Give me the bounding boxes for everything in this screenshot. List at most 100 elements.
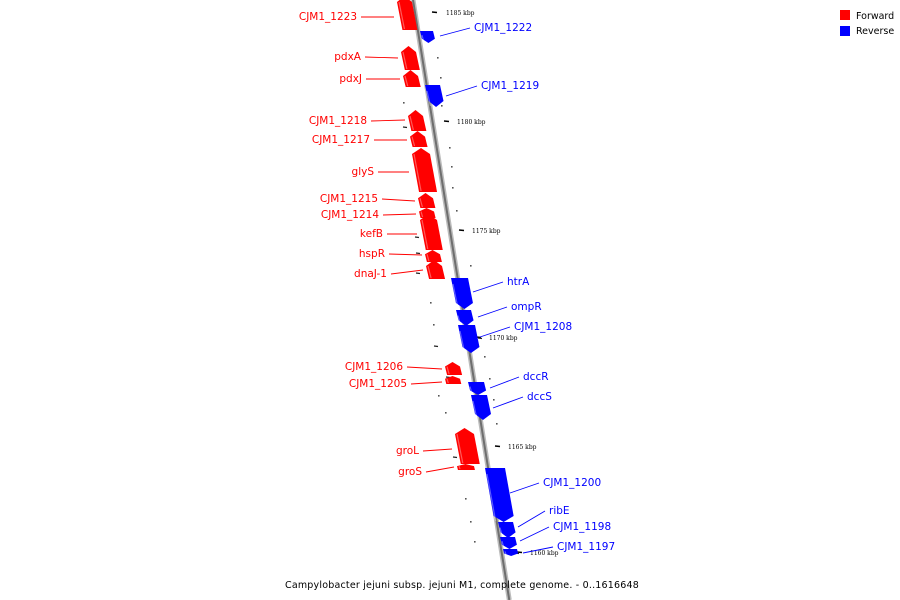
gene-box-dnaJ-1[interactable]: [426, 260, 446, 279]
gene-label-CJM1_1223[interactable]: CJM1_1223: [299, 11, 357, 23]
gene-box-shade: [411, 136, 416, 147]
gene-label-CJM1_1222[interactable]: CJM1_1222: [474, 22, 532, 34]
gene-label-dccS[interactable]: dccS: [527, 391, 552, 403]
gene-box-CJM1_1222[interactable]: [420, 31, 435, 43]
leader-line-CJM1_1219: [445, 85, 478, 97]
gene-box-pdxA[interactable]: [401, 46, 420, 70]
gene-box-CJM1_1197[interactable]: [503, 549, 519, 556]
gene-box-CJM1_1215[interactable]: [418, 193, 436, 208]
leader-line-htrA: [472, 281, 504, 293]
gene-label-CJM1_1197[interactable]: CJM1_1197: [557, 541, 615, 553]
scale-dot: [452, 187, 454, 189]
legend-label-forward: Forward: [856, 11, 894, 22]
gene-label-hspR[interactable]: hspR: [359, 248, 385, 260]
scale-dot: [403, 102, 405, 104]
legend-swatch-forward: [840, 10, 850, 20]
scale-tick-mark: [516, 551, 523, 554]
gene-box-CJM1_1219[interactable]: [425, 85, 444, 107]
scale-tick-label: 1165 kbp: [508, 444, 537, 451]
gene-label-pdxJ[interactable]: pdxJ: [339, 73, 362, 85]
gene-box-ompR[interactable]: [456, 310, 474, 326]
gene-label-CJM1_1198[interactable]: CJM1_1198: [553, 521, 611, 533]
gene-box-shade: [472, 400, 478, 420]
scale-dot: [445, 412, 447, 414]
gene-box-shade: [446, 366, 450, 375]
legend: Forward Reverse: [840, 10, 894, 37]
gene-label-kefB[interactable]: kefB: [360, 228, 383, 240]
gene-box-shade: [501, 541, 505, 549]
leader-line-dnaJ-1: [390, 269, 424, 275]
gene-label-CJM1_1217[interactable]: CJM1_1217: [312, 134, 370, 146]
gene-box-CJM1_1223[interactable]: [397, 0, 418, 30]
leader-line-dccS: [492, 396, 524, 409]
scale-tick-label: 1160 kbp: [530, 550, 559, 557]
gene-label-dccR[interactable]: dccR: [523, 371, 549, 383]
gene-box-dccR[interactable]: [468, 382, 487, 395]
gene-box-CJM1_1214[interactable]: [419, 208, 436, 218]
gene-label-CJM1_1205[interactable]: CJM1_1205: [349, 378, 407, 390]
leader-line-groS: [425, 466, 455, 473]
leader-line-hspR: [388, 253, 423, 256]
gene-box-shade: [426, 254, 430, 262]
gene-label-CJM1_1218[interactable]: CJM1_1218: [309, 115, 367, 127]
scale-tick-label: 1180 kbp: [457, 119, 486, 126]
gene-box-dccS[interactable]: [471, 395, 491, 420]
leader-line-CJM1_1205: [410, 381, 443, 385]
leader-line-CJM1_1218: [370, 119, 406, 122]
leader-line-CJM1_1206: [406, 366, 443, 370]
gene-box-CJM1_1198[interactable]: [500, 537, 517, 549]
gene-box-shade: [426, 90, 432, 107]
scale-tick-label: 1175 kbp: [472, 228, 501, 235]
gene-box-shade: [413, 153, 422, 192]
scale-dot: [484, 356, 486, 358]
gene-label-ompR[interactable]: ompR: [511, 301, 542, 313]
gene-label-pdxA[interactable]: pdxA: [334, 51, 362, 63]
gene-box-CJM1_1208[interactable]: [458, 325, 480, 353]
scale-dot: [465, 498, 467, 500]
gene-box-CJM1_1218[interactable]: [408, 110, 427, 131]
gene-label-CJM1_1219[interactable]: CJM1_1219: [481, 80, 539, 92]
gene-label-glyS[interactable]: glyS: [352, 166, 375, 178]
scale-tick-mark: [402, 126, 408, 129]
gene-label-groL[interactable]: groL: [396, 445, 419, 457]
leader-line-CJM1_1215: [381, 198, 416, 202]
scale-dot: [441, 105, 443, 107]
scale-ticks: 1185 kbp 1180 kbp 1175 kbp 1170 kbp 1165 kbp…: [402, 10, 559, 557]
scale-tick-mark: [452, 456, 458, 459]
gene-box-groS[interactable]: [457, 464, 475, 470]
gene-box-groL[interactable]: [455, 428, 480, 464]
gene-box-CJM1_1206[interactable]: [445, 362, 463, 375]
scale-tick-mark: [458, 229, 465, 232]
gene-box-CJM1_1217[interactable]: [410, 131, 428, 147]
gene-box-shade: [486, 473, 497, 522]
scale-tick-mark: [415, 252, 421, 255]
gene-label-CJM1_1208[interactable]: CJM1_1208: [514, 321, 572, 333]
scale-tick-mark: [414, 236, 420, 239]
scale-dot: [440, 77, 442, 79]
leader-line-dccR: [489, 376, 520, 389]
gene-label-CJM1_1214[interactable]: CJM1_1214: [321, 209, 379, 221]
gene-box-shade: [427, 265, 432, 279]
gene-box-hspR[interactable]: [425, 250, 442, 262]
gene-box-pdxJ[interactable]: [403, 70, 421, 87]
gene-label-dnaJ-1[interactable]: dnaJ-1: [354, 268, 387, 280]
gene-label-ribE[interactable]: ribE: [549, 505, 570, 517]
gene-box-glyS[interactable]: [412, 148, 438, 192]
gene-box-shade: [456, 433, 464, 464]
gene-label-CJM1_1206[interactable]: CJM1_1206: [345, 361, 403, 373]
gene-label-CJM1_1200[interactable]: CJM1_1200: [543, 477, 601, 489]
gene-box-shade: [421, 219, 429, 250]
gene-label-htrA[interactable]: htrA: [507, 276, 530, 288]
gene-box-CJM1_1205[interactable]: [445, 376, 462, 384]
gene-box-CJM1_1200[interactable]: [485, 468, 514, 522]
gene-box-ribE[interactable]: [498, 522, 516, 538]
gene-box-htrA[interactable]: [451, 278, 473, 309]
leader-line-CJM1_1200: [509, 482, 540, 494]
gene-label-CJM1_1215[interactable]: CJM1_1215: [320, 193, 378, 205]
leader-line-CJM1_1197: [522, 546, 554, 554]
gene-box-kefB[interactable]: [420, 214, 443, 250]
leader-line-pdxA: [364, 56, 399, 59]
gene-label-groS[interactable]: groS: [398, 466, 422, 478]
gene-box-shade: [398, 1, 406, 30]
